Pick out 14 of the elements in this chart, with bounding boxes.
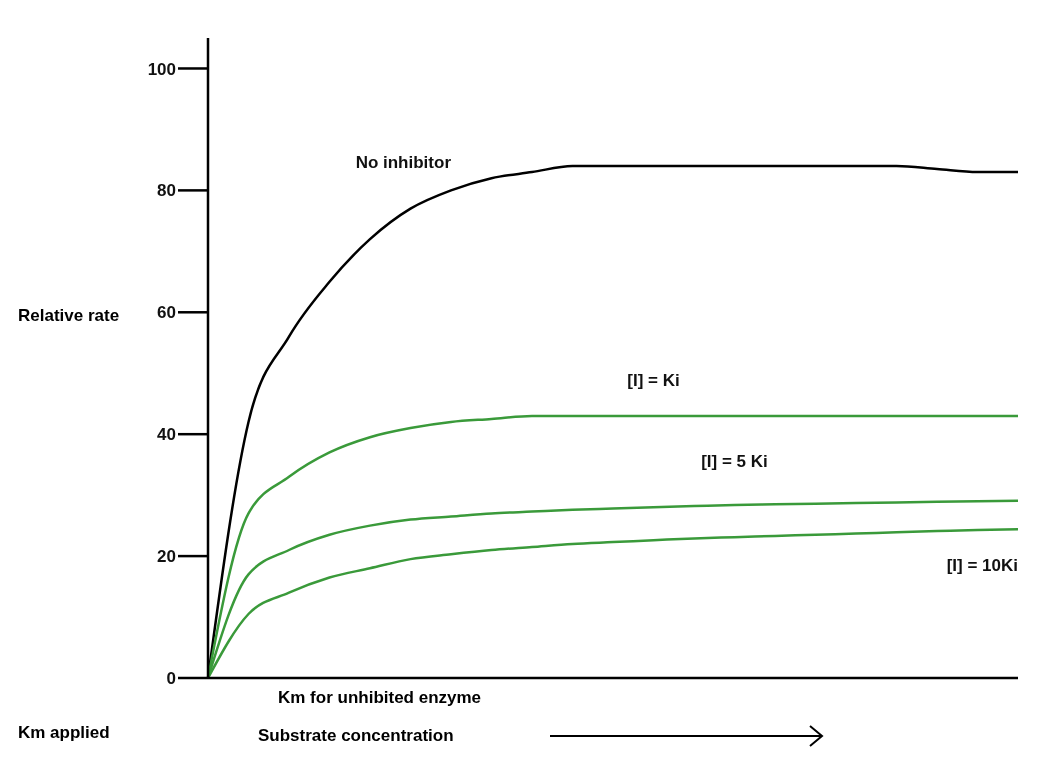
text: Km for unhibited enzyme [278,688,482,708]
series-label: [I] = Ki [627,370,680,390]
y-tick-label: 100 [147,59,176,79]
series-label: [I] = 5 Ki [701,451,768,471]
series-label: No inhibitor [355,153,452,173]
text: Km applied [18,723,110,743]
y-tick-label: 60 [157,303,176,323]
series-label: [I] = 10Ki [946,556,1018,576]
y-axis-title: Relative rate [18,306,120,326]
x-axis-title: Substrate concentration [258,726,454,746]
y-tick-label: 80 [157,181,176,201]
y-tick-label: 0 [166,669,176,689]
y-tick-label: 20 [157,547,176,567]
y-tick-label: 40 [157,425,176,445]
